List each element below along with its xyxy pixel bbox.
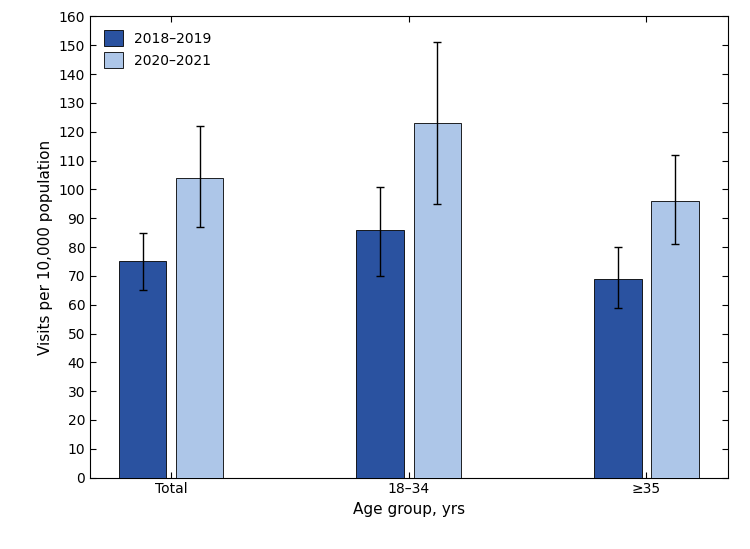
Bar	[119, 261, 166, 478]
Bar	[356, 229, 404, 478]
Legend: 2018–2019, 2020–2021: 2018–2019, 2020–2021	[97, 24, 219, 75]
Bar	[413, 123, 461, 478]
Bar	[594, 279, 641, 478]
Bar	[651, 201, 698, 478]
Bar	[176, 178, 224, 478]
Y-axis label: Visits per 10,000 population: Visits per 10,000 population	[38, 139, 53, 355]
X-axis label: Age group, yrs: Age group, yrs	[352, 502, 465, 517]
